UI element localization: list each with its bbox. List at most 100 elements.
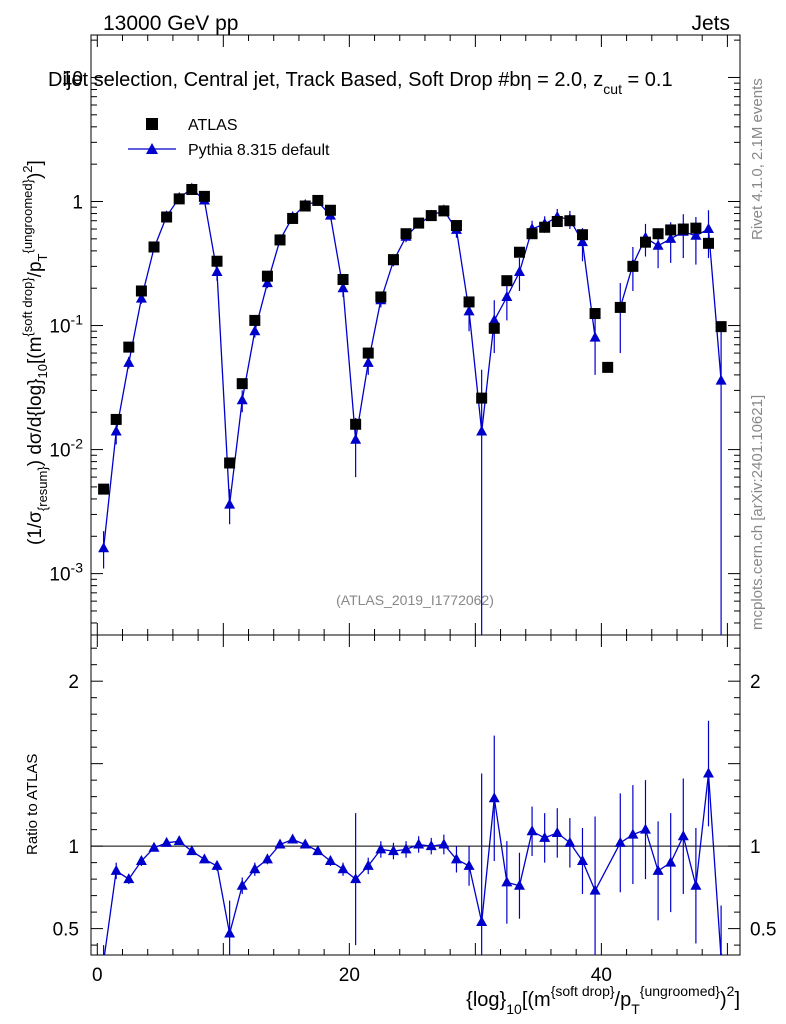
atlas-point [488,322,500,334]
ratio-point [719,952,723,955]
atlas-point [702,237,714,249]
atlas-point [350,418,362,430]
mc-point [236,394,248,405]
atlas-point [135,285,147,297]
ratio-point [652,864,664,875]
atlas-point [425,210,437,222]
ratio-axis-ticks: 0.5 0.51 12 20 20 40 [53,635,776,986]
ratio-point [324,854,336,865]
mc-point [488,314,500,325]
legend-data-marker [146,118,158,130]
ratio-point [413,838,425,849]
ratio-point [488,792,500,803]
ratio-point [287,833,299,844]
ratio-point [362,859,374,870]
mc-point [98,542,110,553]
mc-point [665,232,677,243]
plot-title-main: Dijet selection, Central jet, Track Base… [48,69,520,91]
ratio-point [161,836,173,847]
ratio-y-tick-label: 0.5 [53,920,79,941]
atlas-point [539,221,551,233]
mc-point [350,433,362,444]
main-y-tick-label: 1 [72,193,83,214]
atlas-point [324,204,336,216]
mcplots-label: mcplots.cern.ch [arXiv:2401.10621] [749,395,766,630]
ratio-point [148,841,160,852]
mc-point [589,331,601,342]
ratio-point [186,845,198,856]
ratio-point [110,864,122,875]
mc-point [476,425,488,436]
atlas-point [463,296,475,308]
rivet-label: Rivet 4.1.0, 2.1M events [749,78,766,240]
ratio-y-tick-label: 2 [68,672,79,693]
mc-point [513,266,525,277]
plot-title: Dijet selection, Central jet, Track Base… [48,69,673,97]
atlas-point [665,224,677,236]
main-y-tick-label: 10 [62,68,83,89]
ratio-point [501,876,513,887]
ratio-y-tick-label-right: 0.5 [750,920,776,941]
ratio-point [274,838,286,849]
atlas-point [501,275,513,287]
atlas-point [375,291,387,303]
atlas-point [564,215,576,227]
header-left: 13000 GeV pp [103,12,238,35]
atlas-point [551,215,563,227]
atlas-point [236,378,248,390]
atlas-point [312,194,324,206]
atlas-point [652,228,664,240]
ratio-point [173,835,185,846]
plot-title-zcut-sub: cut [603,81,622,97]
ratio-point [400,843,412,854]
ratio-y-axis-label: Ratio to ATLAS [24,754,41,855]
ratio-point [375,843,387,854]
atlas-point [627,260,639,272]
atlas-point [715,321,727,333]
mc-point [211,266,223,277]
atlas-point [186,183,198,195]
ratio-point [337,863,349,874]
atlas-point [476,392,488,404]
ratio-y-tick-label: 1 [68,837,79,858]
ratio-point [589,884,601,895]
mc-point [715,374,727,385]
ratio-point [450,853,462,864]
main-plot-marks [98,182,727,635]
ratio-point [564,836,576,847]
atlas-point [400,228,412,240]
atlas-point [337,274,349,286]
main-y-axis-label: (1/σ{resum}) dσ/d{log}10[(m{soft drop}/p… [20,160,50,545]
atlas-point [123,341,135,353]
legend-mc-marker [146,143,158,154]
ratio-point [627,828,639,839]
mc-point [135,292,147,303]
ratio-point [463,859,475,870]
atlas-point [387,254,399,266]
mc-point [123,356,135,367]
ratio-point [312,845,324,856]
mc-point [652,239,664,250]
ratio-point [135,854,147,865]
main-axis-ticks: 10 1 10-1 10-2 10-3 [49,35,740,635]
atlas-point [299,200,311,212]
atlas-point [602,361,614,373]
mc-point [576,236,588,247]
x-tick-label: 40 [591,965,612,986]
atlas-point [438,205,450,217]
ratio-point [299,838,311,849]
atlas-point [589,308,601,320]
atlas-point [249,314,261,326]
ratio-point [513,879,525,890]
ratio-point [211,859,223,870]
ratio-point [576,854,588,865]
atlas-point [287,212,299,224]
ratio-point [236,879,248,890]
ratio-point [614,836,626,847]
mc-point [690,229,702,240]
mc-point [501,290,513,301]
plot-title-beta-rest: = 2.0, z [532,69,604,91]
atlas-point [639,236,651,248]
atlas-point [110,413,122,425]
atlas-point [148,241,160,253]
